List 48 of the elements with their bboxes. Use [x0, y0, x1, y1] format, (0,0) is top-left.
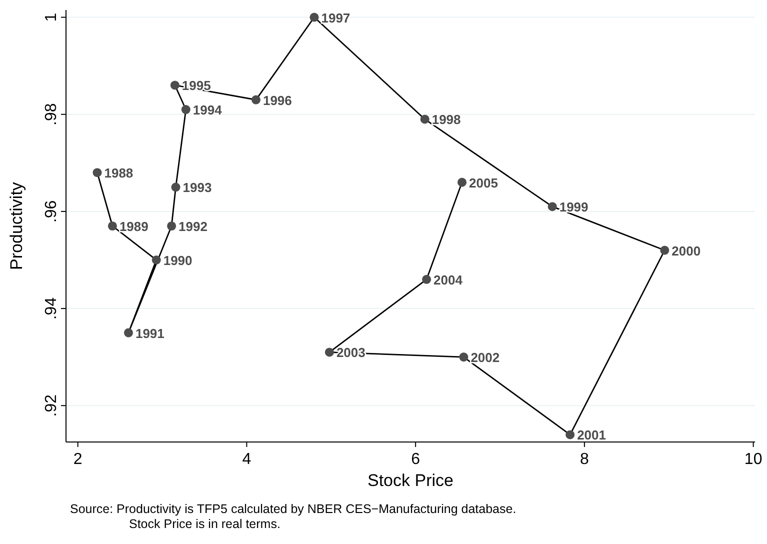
- point: [108, 221, 117, 231]
- y-axis-title: Productivity: [7, 182, 26, 270]
- annotation: 1999: [559, 200, 588, 215]
- point: [422, 274, 432, 284]
- annotation: 1988: [104, 166, 134, 181]
- annotation: 1996: [262, 92, 292, 108]
- point: [171, 182, 180, 192]
- x-tick-label: 10: [744, 451, 762, 468]
- point: [251, 95, 260, 104]
- point: [170, 80, 180, 90]
- y-tick-label: .96: [43, 200, 60, 223]
- point: [566, 430, 575, 440]
- annotation: 2000: [672, 243, 701, 258]
- point: [92, 168, 102, 178]
- x-tick-label: 6: [411, 451, 420, 468]
- x-tick-label: 2: [73, 451, 82, 468]
- point: [124, 328, 133, 338]
- x-axis-title: Stock Price: [368, 471, 454, 490]
- x-tick-label: 8: [580, 451, 589, 468]
- y-tick-label: 1: [43, 12, 60, 22]
- annotation: 1992: [178, 219, 208, 234]
- point: [660, 246, 670, 255]
- y-tick-label: .98: [43, 103, 60, 126]
- y-tick-label: .92: [43, 394, 60, 417]
- annotation: 1989: [119, 219, 148, 234]
- annotation: 1990: [163, 252, 192, 268]
- annotation: 1994: [192, 102, 223, 118]
- y-tick-label: .94: [43, 297, 60, 320]
- point: [548, 202, 557, 212]
- point: [167, 221, 176, 231]
- point: [420, 114, 430, 124]
- point: [310, 12, 319, 22]
- annotation: 2001: [577, 428, 606, 443]
- annotation: 2005: [469, 175, 498, 190]
- point: [457, 178, 467, 187]
- annotation: 1993: [182, 180, 212, 196]
- point: [459, 352, 468, 362]
- x-tick-label: 4: [242, 451, 252, 468]
- text: Stock Price is in real terms.: [129, 517, 280, 531]
- source-note: Source: Productivity is TFP5 calculated by NBER CES−Manufacturing database.: [70, 502, 516, 516]
- annotation: 1991: [135, 326, 164, 341]
- point: [152, 255, 161, 264]
- annotation: 2002: [470, 350, 500, 366]
- annotation: 2004: [434, 272, 464, 288]
- annotation: 1997: [321, 10, 350, 26]
- annotation: 1998: [432, 112, 461, 128]
- point: [324, 348, 334, 357]
- point: [181, 105, 190, 114]
